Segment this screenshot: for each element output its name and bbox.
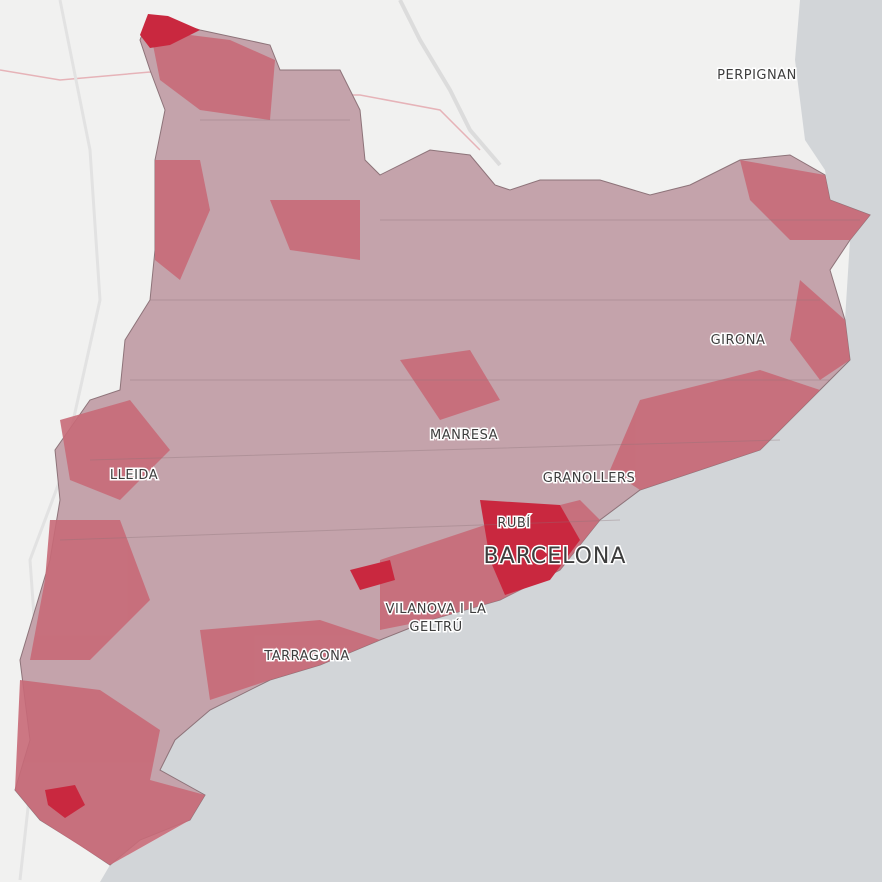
road bbox=[398, 0, 502, 167]
municipality-borders bbox=[59, 119, 860, 541]
city-label: LLEIDA bbox=[110, 468, 158, 483]
sea bbox=[100, 0, 882, 882]
city-label: TARRAGONA bbox=[263, 649, 349, 664]
city-label: GELTRÚ bbox=[409, 619, 462, 635]
city-label: VILANOVA I LA bbox=[386, 602, 487, 617]
city-label: MANRESA bbox=[430, 428, 498, 443]
peak-areas bbox=[45, 14, 580, 818]
city-label: GRANOLLERS bbox=[543, 471, 635, 486]
city-label: GIRONA bbox=[711, 333, 766, 348]
high-areas bbox=[15, 30, 870, 865]
city-label: BARCELONA bbox=[484, 544, 627, 569]
city-label: PERPIGNAN bbox=[717, 68, 797, 83]
city-label: RUBÍ bbox=[497, 515, 530, 531]
